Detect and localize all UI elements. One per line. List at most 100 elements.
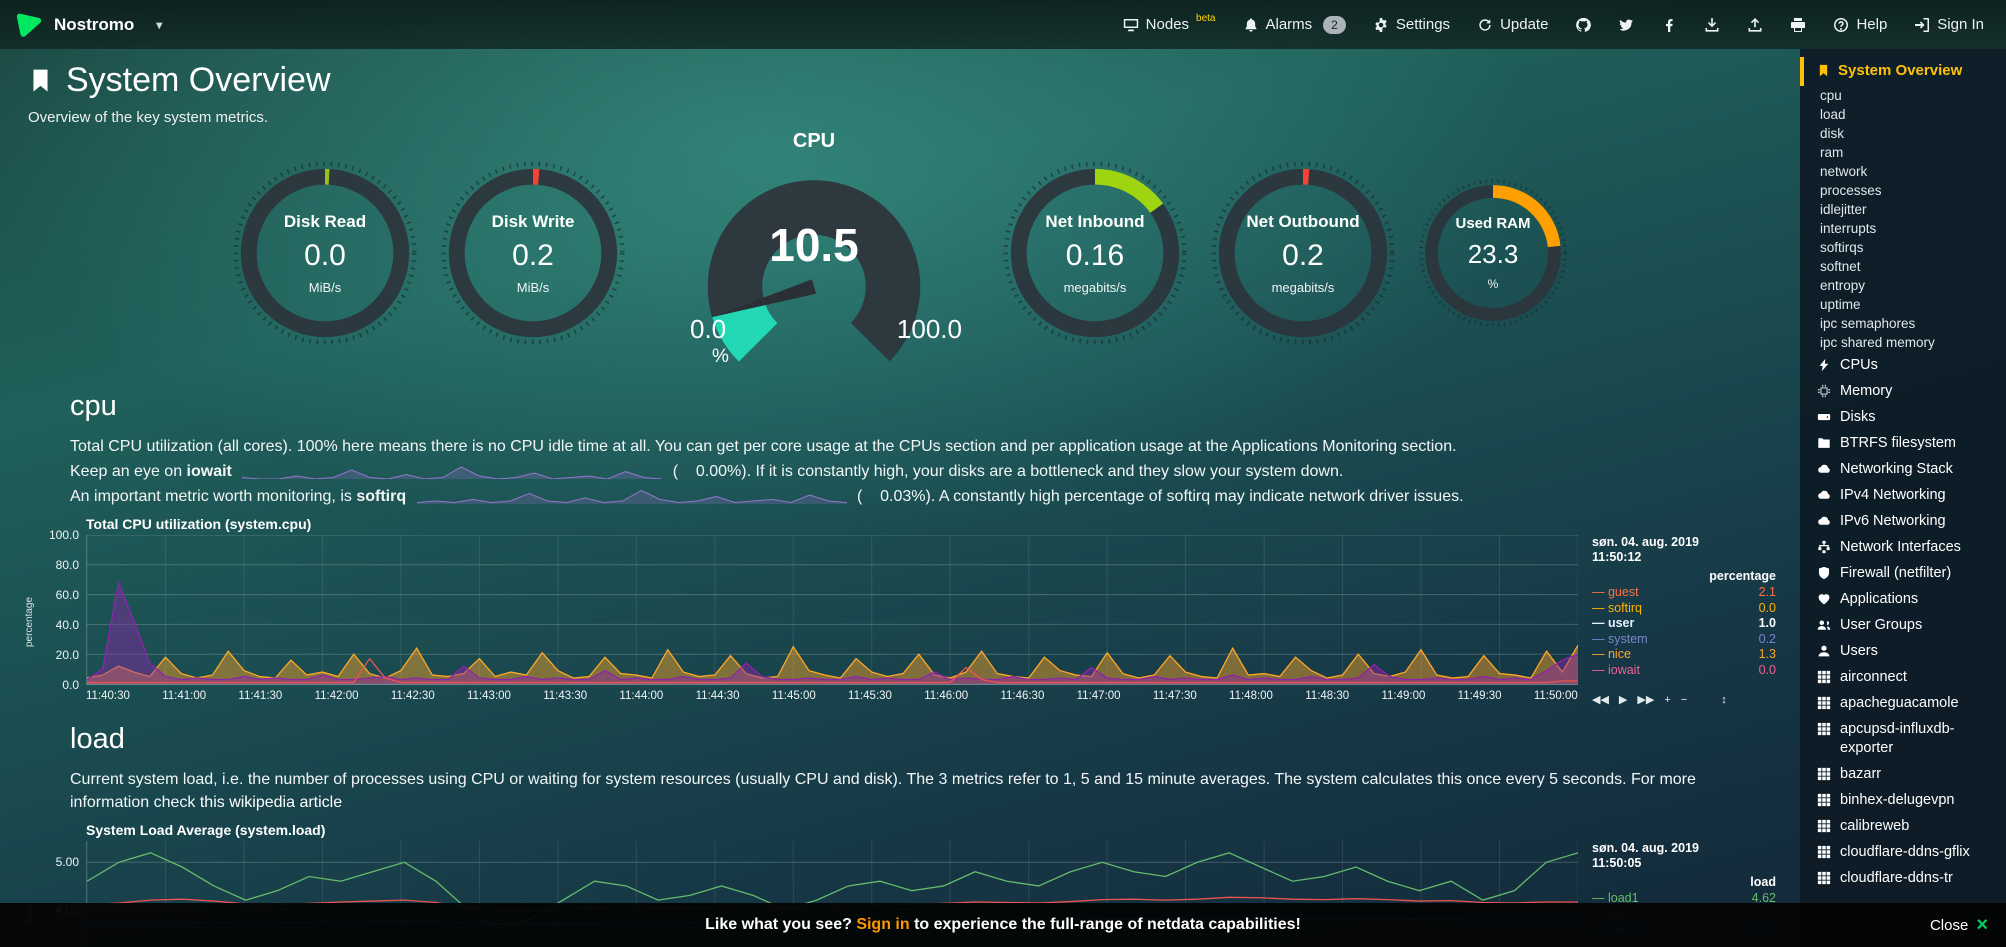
- gauge-net-inbound[interactable]: Net Inbound 0.16 megabits/s: [1002, 160, 1188, 346]
- sidebar-item-ipv6-networking[interactable]: IPv6 Networking: [1800, 508, 2006, 534]
- gauge-max: 100.0: [896, 314, 962, 344]
- nav-item-label: Sign In: [1937, 16, 1984, 33]
- sidebar-subitem-ipc-semaphores[interactable]: ipc semaphores: [1820, 316, 1916, 331]
- sidebar-subitem-load[interactable]: load: [1820, 107, 1846, 122]
- sidebar-item-users[interactable]: Users: [1800, 638, 2006, 664]
- chart-plot-area[interactable]: [86, 535, 1578, 685]
- sidebar-item-apacheguacamole[interactable]: apacheguacamole: [1800, 690, 2006, 716]
- nav-item-nodes[interactable]: Nodes beta: [1123, 13, 1216, 33]
- sidebar-item-label: Memory: [1840, 383, 1893, 399]
- gauge-units: %: [712, 346, 729, 367]
- nav-item-import[interactable]: [1704, 17, 1720, 33]
- bookmark-icon: [1817, 64, 1830, 77]
- gauge-disk-read[interactable]: Disk Read 0.0 MiB/s: [232, 160, 418, 346]
- chart-toolbox-button-4[interactable]: −: [1680, 693, 1688, 706]
- nav-item-sign-in[interactable]: Sign In: [1914, 16, 1984, 33]
- sidebar-subitem-disk[interactable]: disk: [1820, 126, 1845, 141]
- sidebar-subitem-uptime[interactable]: uptime: [1820, 297, 1861, 312]
- chart-y-ticks: 100.0 80.0 60.0 40.0 20.0 0.0: [48, 528, 79, 692]
- sidebar-subitem-softirqs[interactable]: softirqs: [1820, 240, 1864, 255]
- legend-row-iowait[interactable]: — iowait 0.0: [1592, 662, 1776, 677]
- legend-row-softirq[interactable]: — softirq 0.0: [1592, 600, 1776, 615]
- sidebar-item-label: Firewall (netfilter): [1840, 565, 1952, 581]
- nav-item-github[interactable]: [1575, 17, 1591, 33]
- load-section-title: load: [70, 723, 125, 755]
- gauge-title: Used RAM: [1455, 215, 1531, 232]
- sidebar-item-label: BTRFS filesystem: [1840, 435, 1957, 451]
- legend-unit-header: load: [1750, 875, 1776, 889]
- nav-item-settings[interactable]: Settings: [1373, 16, 1450, 33]
- chart-toolbox-button-0[interactable]: ◀◀: [1592, 694, 1609, 706]
- sidebar-item-label: Networking Stack: [1840, 461, 1953, 477]
- sidebar-item-system-overview[interactable]: System Overview: [1800, 57, 2006, 86]
- sidebar-item-user-groups[interactable]: User Groups: [1800, 612, 2006, 638]
- sidebar-item-cloudflare-ddns-gflix[interactable]: cloudflare-ddns-gflix: [1800, 839, 2006, 865]
- gauge-disk-write[interactable]: Disk Write 0.2 MiB/s: [440, 160, 626, 346]
- nav-item-alarms[interactable]: Alarms 2: [1243, 15, 1346, 34]
- nav-item-facebook[interactable]: [1661, 17, 1677, 33]
- sidebar-item-firewall-netfilter-[interactable]: Firewall (netfilter): [1800, 560, 2006, 586]
- sidebar-item-bazarr[interactable]: bazarr: [1800, 761, 2006, 787]
- gauge-value: 0.0: [304, 238, 346, 272]
- sidebar-subitem-network[interactable]: network: [1820, 164, 1868, 179]
- chart-toolbox-button-1[interactable]: ▶: [1618, 694, 1628, 706]
- sidebar-item-btrfs-filesystem[interactable]: BTRFS filesystem: [1800, 430, 2006, 456]
- disk-icon: [1817, 410, 1831, 424]
- load-description: Current system load, i.e. the number of …: [70, 771, 1696, 811]
- legend-row-system[interactable]: — system 0.2: [1592, 631, 1776, 646]
- chart-toolbox-button-2[interactable]: ▶▶: [1637, 694, 1655, 706]
- sidebar-item-binhex-delugevpn[interactable]: binhex-delugevpn: [1800, 787, 2006, 813]
- iowait-sparkline-chart[interactable]: [242, 464, 662, 479]
- sidebar-item-airconnect[interactable]: airconnect: [1800, 664, 2006, 690]
- sidebar-item-networking-stack[interactable]: Networking Stack: [1800, 456, 2006, 482]
- node-switcher[interactable]: Nostromo ▾: [14, 10, 162, 40]
- sidebar-subitem-cpu[interactable]: cpu: [1820, 88, 1842, 103]
- sidebar-item-calibreweb[interactable]: calibreweb: [1800, 813, 2006, 839]
- sidebar-subitem-idlejitter[interactable]: idlejitter: [1820, 202, 1867, 217]
- nav-item-twitter[interactable]: [1618, 17, 1634, 33]
- nav-item-help[interactable]: Help: [1833, 16, 1887, 33]
- refresh-icon: [1477, 17, 1493, 33]
- sidebar-item-ipv4-networking[interactable]: IPv4 Networking: [1800, 482, 2006, 508]
- sidebar-subitem-ram[interactable]: ram: [1820, 145, 1844, 160]
- sidebar-subitem-processes[interactable]: processes: [1820, 183, 1882, 198]
- softirq-sparkline-chart[interactable]: [417, 489, 847, 505]
- legend-row-load1[interactable]: — load1 4.62: [1592, 891, 1776, 905]
- facebook-icon: [1661, 17, 1677, 33]
- legend-row-guest[interactable]: — guest 2.1: [1592, 585, 1776, 599]
- chart-toolbox-button-3[interactable]: +: [1664, 693, 1671, 706]
- grid-icon: [1817, 793, 1831, 807]
- sidebar-subitem-ipc-shared-memory[interactable]: ipc shared memory: [1820, 335, 1935, 350]
- nav-item-update[interactable]: Update: [1477, 16, 1548, 33]
- banner-close-button[interactable]: Close ×: [1929, 914, 1988, 936]
- nav-item-label: Alarms: [1265, 16, 1313, 33]
- chart-resize-handle[interactable]: ↕: [1721, 693, 1727, 706]
- sidebar-item-memory[interactable]: Memory: [1800, 378, 2006, 404]
- legend-row-user[interactable]: — user 1.0: [1592, 616, 1776, 630]
- nav-item-label: Help: [1856, 16, 1888, 33]
- sidebar-subitem-softnet[interactable]: softnet: [1820, 259, 1861, 274]
- gauge-net-outbound[interactable]: Net Outbound 0.2 megabits/s: [1210, 160, 1396, 346]
- gauge-cpu[interactable]: CPU 10.5 0.0 100.0 %: [648, 130, 980, 376]
- sidebar-item-cpus[interactable]: CPUs: [1800, 352, 2006, 378]
- sidebar-item-applications[interactable]: Applications: [1800, 586, 2006, 612]
- cloud-icon: [1817, 462, 1831, 476]
- sidebar-item-cloudflare-ddns-tr[interactable]: cloudflare-ddns-tr: [1800, 865, 2006, 891]
- sidebar-item-network-interfaces[interactable]: Network Interfaces: [1800, 534, 2006, 560]
- sign-in-link[interactable]: Sign in: [856, 916, 910, 933]
- sidebar-subitem-interrupts[interactable]: interrupts: [1820, 221, 1877, 236]
- nav-item-print[interactable]: [1790, 17, 1806, 33]
- sections-sidebar: System Overview cpu load disk ram network proc…: [1800, 49, 2006, 947]
- sidebar-subitem-entropy[interactable]: entropy: [1820, 278, 1866, 293]
- nav-item-export[interactable]: [1747, 17, 1763, 33]
- sidebar-item-label: cloudflare-ddns-gflix: [1840, 844, 1970, 860]
- legend-row-nice[interactable]: — nice 1.3: [1592, 647, 1776, 661]
- monitor-icon: [1123, 17, 1139, 33]
- sidebar-item-disks[interactable]: Disks: [1800, 404, 2006, 430]
- sidebar-item-apcupsd-influxdb-exporter[interactable]: apcupsd-influxdb-exporter: [1800, 716, 2006, 761]
- import-icon: [1704, 17, 1720, 33]
- wikipedia-link[interactable]: this wikipedia article: [199, 794, 343, 811]
- legend-unit-header: percentage: [1709, 569, 1776, 583]
- signin-banner: Like what you see? Sign in to experience…: [0, 903, 2006, 947]
- gauge-used-ram[interactable]: Used RAM 23.3 %: [1418, 178, 1568, 328]
